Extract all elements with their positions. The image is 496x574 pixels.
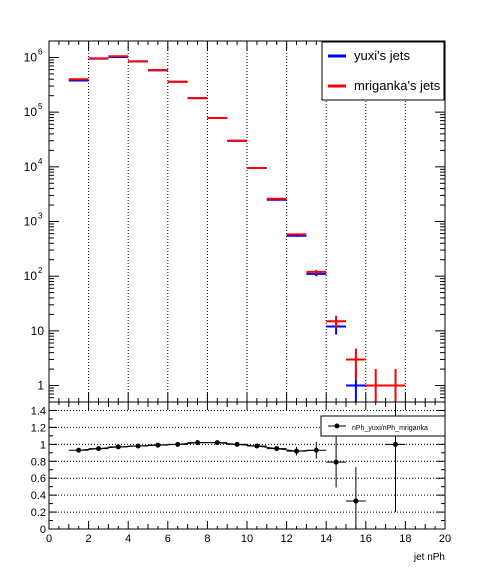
top-x-ticks xyxy=(48,41,446,402)
top-y-tick-label: 10 xyxy=(24,50,38,64)
ratio-x-axis: 0 2 4 6 8 10 12 14 16 18 20 xyxy=(46,402,451,545)
ratio-point xyxy=(195,440,200,446)
ratio-point xyxy=(155,442,161,448)
ratio-point xyxy=(393,441,398,447)
top-legend: yuxi's jets mriganka's jets xyxy=(321,41,445,101)
top-legend-box xyxy=(321,41,445,101)
ratio-x-tick-label: 0 xyxy=(46,533,52,545)
ratio-point xyxy=(313,447,319,453)
ratio-y-tick-label: 1.2 xyxy=(31,422,46,434)
ratio-x-tick-label: 10 xyxy=(241,533,253,545)
top-histogram-marks xyxy=(68,55,406,402)
ratio-x-tick-label: 6 xyxy=(165,533,171,545)
top-y-tick-label: 10 xyxy=(31,324,45,338)
ratio-y-axis: 0 0.2 0.4 0.6 0.8 1 1.2 1.4 xyxy=(31,401,445,536)
ratio-point xyxy=(294,448,299,454)
ratio-x-tick-label: 14 xyxy=(320,533,332,545)
ratio-point xyxy=(254,443,260,449)
top-y-tick-label: 10 xyxy=(24,105,38,119)
ratio-x-tick-label: 2 xyxy=(86,533,92,545)
top-y-tick-label: 10 xyxy=(24,269,38,283)
ratio-x-tick-label: 20 xyxy=(439,533,451,545)
legend-label-mriganka: mriganka's jets xyxy=(354,78,441,93)
ratio-point xyxy=(274,446,280,452)
ratio-y-tick-label: 0 xyxy=(40,524,46,536)
top-y-tick-exponent: 4 xyxy=(38,157,43,166)
top-y-tick-label: 1 xyxy=(37,379,44,393)
ratio-y-tick-label: 1 xyxy=(40,439,46,451)
ratio-y-tick-label: 0.8 xyxy=(31,456,46,468)
ratio-point xyxy=(333,459,339,465)
ratio-point xyxy=(115,444,121,450)
top-y-tick-exponent: 5 xyxy=(38,102,43,111)
ratio-point xyxy=(353,498,359,504)
ratio-point xyxy=(135,443,141,449)
ratio-point xyxy=(175,441,181,447)
ratio-x-tick-label: 16 xyxy=(360,533,372,545)
top-y-tick-exponent: 3 xyxy=(38,212,43,221)
top-y-tick-label: 10 xyxy=(24,215,38,229)
ratio-y-tick-label: 0.4 xyxy=(31,490,46,502)
ratio-x-tick-label: 4 xyxy=(125,533,131,545)
ratio-point xyxy=(76,447,82,453)
top-y-tick-exponent: 2 xyxy=(38,266,43,275)
ratio-legend-box xyxy=(320,415,446,437)
top-vertical-grid xyxy=(88,41,406,402)
ratio-legend-label: nPh_yuxi/nPh_mriganka xyxy=(352,425,428,432)
ratio-panel: 0 0.2 0.4 0.6 0.8 1 1.2 1.4 0 2 4 6 8 10 12 14 16 18 20 n… xyxy=(31,401,451,563)
ratio-x-tick-label: 18 xyxy=(399,533,411,545)
ratio-point xyxy=(96,446,101,452)
ratio-legend-swatch-marker xyxy=(334,423,340,429)
top-y-tick-label: 10 xyxy=(24,160,38,174)
ratio-x-tick-label: 12 xyxy=(280,533,292,545)
legend-label-yuxi: yuxi's jets xyxy=(354,48,410,63)
ratio-point xyxy=(234,441,240,447)
ratio-legend: nPh_yuxi/nPh_mriganka xyxy=(320,415,446,437)
x-axis-label: jet nPh xyxy=(413,552,445,563)
ratio-y-tick-label: 0.2 xyxy=(31,507,46,519)
ratio-y-tick-label: 1.4 xyxy=(31,405,46,417)
ratio-x-tick-label: 8 xyxy=(204,533,210,545)
top-y-tick-exponent: 6 xyxy=(38,47,43,56)
ratio-y-tick-label: 0.6 xyxy=(31,473,46,485)
ratio-points xyxy=(68,402,406,529)
ratio-point xyxy=(214,440,220,446)
